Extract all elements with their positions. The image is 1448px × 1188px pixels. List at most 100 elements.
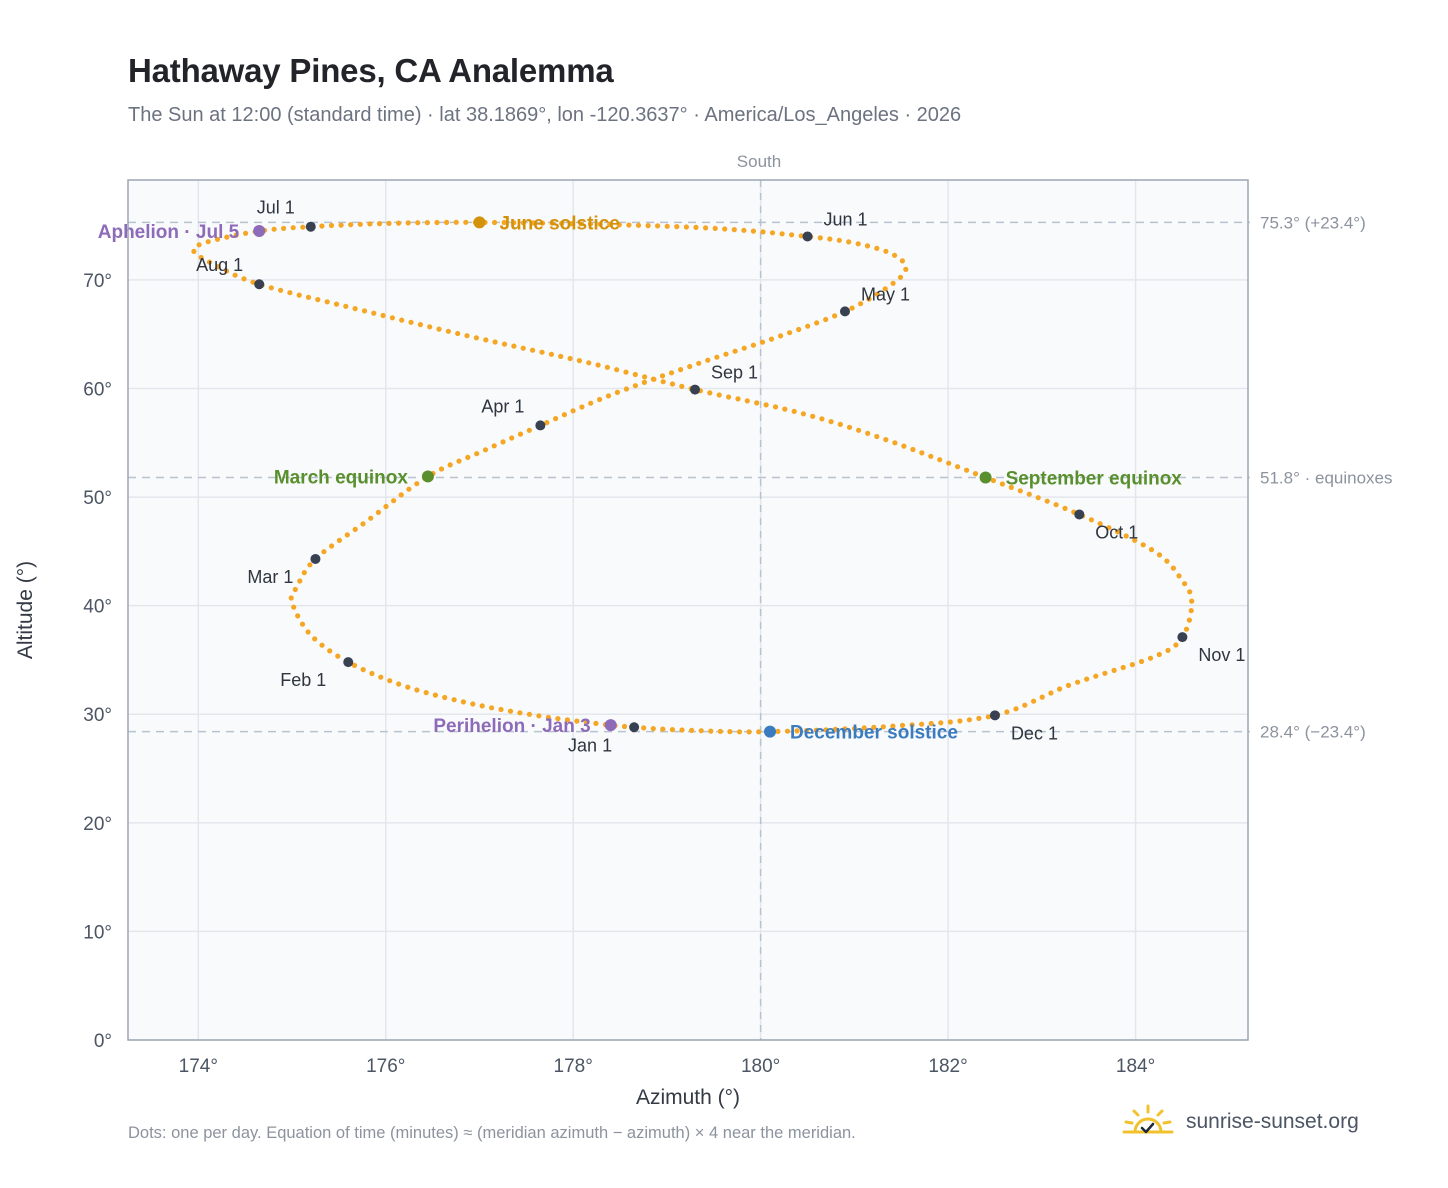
day-dot xyxy=(1173,642,1179,648)
y-tick-label: 50° xyxy=(83,488,112,509)
x-tick-label: 184° xyxy=(1116,1056,1155,1077)
day-dot xyxy=(846,424,853,430)
day-dot xyxy=(1031,698,1037,704)
day-dot xyxy=(1039,694,1045,700)
month-marker-dot xyxy=(989,710,1000,721)
day-dot xyxy=(842,726,848,732)
day-dot xyxy=(928,453,934,459)
day-dot xyxy=(651,376,657,382)
day-dot xyxy=(787,330,793,336)
day-dot xyxy=(593,720,599,727)
brand-name[interactable]: sunrise-sunset.org xyxy=(1186,1110,1359,1133)
day-dot xyxy=(328,222,335,229)
y-tick-label: 0° xyxy=(94,1031,112,1052)
day-dot xyxy=(604,364,611,370)
day-dot xyxy=(1017,488,1023,494)
day-dot xyxy=(664,223,670,229)
day-dot xyxy=(836,237,842,243)
day-dot xyxy=(614,367,620,373)
day-dot xyxy=(335,653,341,659)
day-dot xyxy=(196,242,202,248)
day-dot xyxy=(683,224,690,230)
day-dot xyxy=(367,221,373,227)
day-dot xyxy=(1084,676,1090,682)
day-dot xyxy=(597,396,603,403)
day-dot xyxy=(937,457,943,463)
day-dot xyxy=(919,450,925,456)
day-dot xyxy=(305,294,312,300)
day-dot xyxy=(1093,673,1099,679)
day-dot xyxy=(837,421,843,427)
day-dot xyxy=(564,717,571,723)
day-dot xyxy=(470,701,476,707)
day-dot xyxy=(668,370,675,376)
day-dot xyxy=(750,228,757,234)
day-dot xyxy=(741,345,747,351)
day-dot xyxy=(814,320,820,326)
month-marker-dot xyxy=(690,384,701,395)
day-dot xyxy=(576,358,583,364)
day-dot xyxy=(855,241,861,247)
day-dot xyxy=(386,220,392,226)
day-dot xyxy=(368,515,374,521)
day-dot xyxy=(352,306,358,312)
day-dot xyxy=(336,537,342,544)
day-dot xyxy=(1075,679,1081,685)
month-marker-dot xyxy=(839,306,850,317)
day-dot xyxy=(784,728,791,734)
day-dot xyxy=(871,724,877,731)
day-dot xyxy=(351,662,358,669)
event-marker-dot xyxy=(473,216,486,229)
day-dot xyxy=(660,379,666,385)
x-tick-label: 180° xyxy=(741,1056,780,1077)
day-dot xyxy=(689,727,695,734)
day-dot xyxy=(605,393,612,399)
month-marker-dot xyxy=(305,221,316,232)
month-label: May 1 xyxy=(861,284,910,304)
day-dot xyxy=(268,285,274,291)
reference-lines xyxy=(128,180,1250,1040)
month-markers: Jan 1 Feb 1 Mar 1 Apr 1 May 1 Jun 1 Jul 1 Aug 1… xyxy=(196,198,1245,756)
day-dot xyxy=(460,699,466,705)
day-dot xyxy=(832,726,839,733)
y-tick-label: 70° xyxy=(83,271,112,292)
month-label: Feb 1 xyxy=(280,670,326,690)
day-dot xyxy=(232,272,238,278)
day-dot xyxy=(290,225,296,231)
event-marker-dot xyxy=(764,725,777,738)
day-dot xyxy=(679,383,685,389)
day-dot xyxy=(369,670,375,677)
y-tick-label: 60° xyxy=(83,379,112,400)
day-dot xyxy=(292,586,298,593)
day-dot xyxy=(1057,686,1063,692)
y-tick-label: 20° xyxy=(83,814,112,835)
day-dot xyxy=(1111,667,1117,674)
day-dot xyxy=(396,681,402,687)
day-dot xyxy=(890,723,896,729)
day-dot xyxy=(744,398,750,404)
day-dot xyxy=(858,301,864,307)
day-dot xyxy=(455,330,461,337)
day-dot xyxy=(301,570,307,576)
day-dot xyxy=(823,316,829,323)
day-dot xyxy=(985,714,991,720)
day-dot xyxy=(583,719,590,725)
event-marker-dot xyxy=(604,719,617,732)
day-dot xyxy=(530,220,536,226)
day-dot xyxy=(614,389,621,395)
day-dot xyxy=(890,280,896,286)
brand[interactable]: sunrise-sunset.org xyxy=(1120,1102,1359,1142)
day-dot xyxy=(817,235,823,241)
day-dot xyxy=(434,219,440,226)
day-dot xyxy=(406,486,412,492)
day-dot xyxy=(616,222,622,228)
day-dot xyxy=(509,435,515,441)
day-dot xyxy=(271,226,277,232)
day-dot xyxy=(214,236,221,242)
day-dot xyxy=(778,333,784,339)
day-dot xyxy=(999,481,1006,487)
day-dot xyxy=(696,360,702,366)
day-dot xyxy=(1138,658,1145,665)
day-dot xyxy=(775,728,781,735)
day-dot xyxy=(305,629,311,635)
